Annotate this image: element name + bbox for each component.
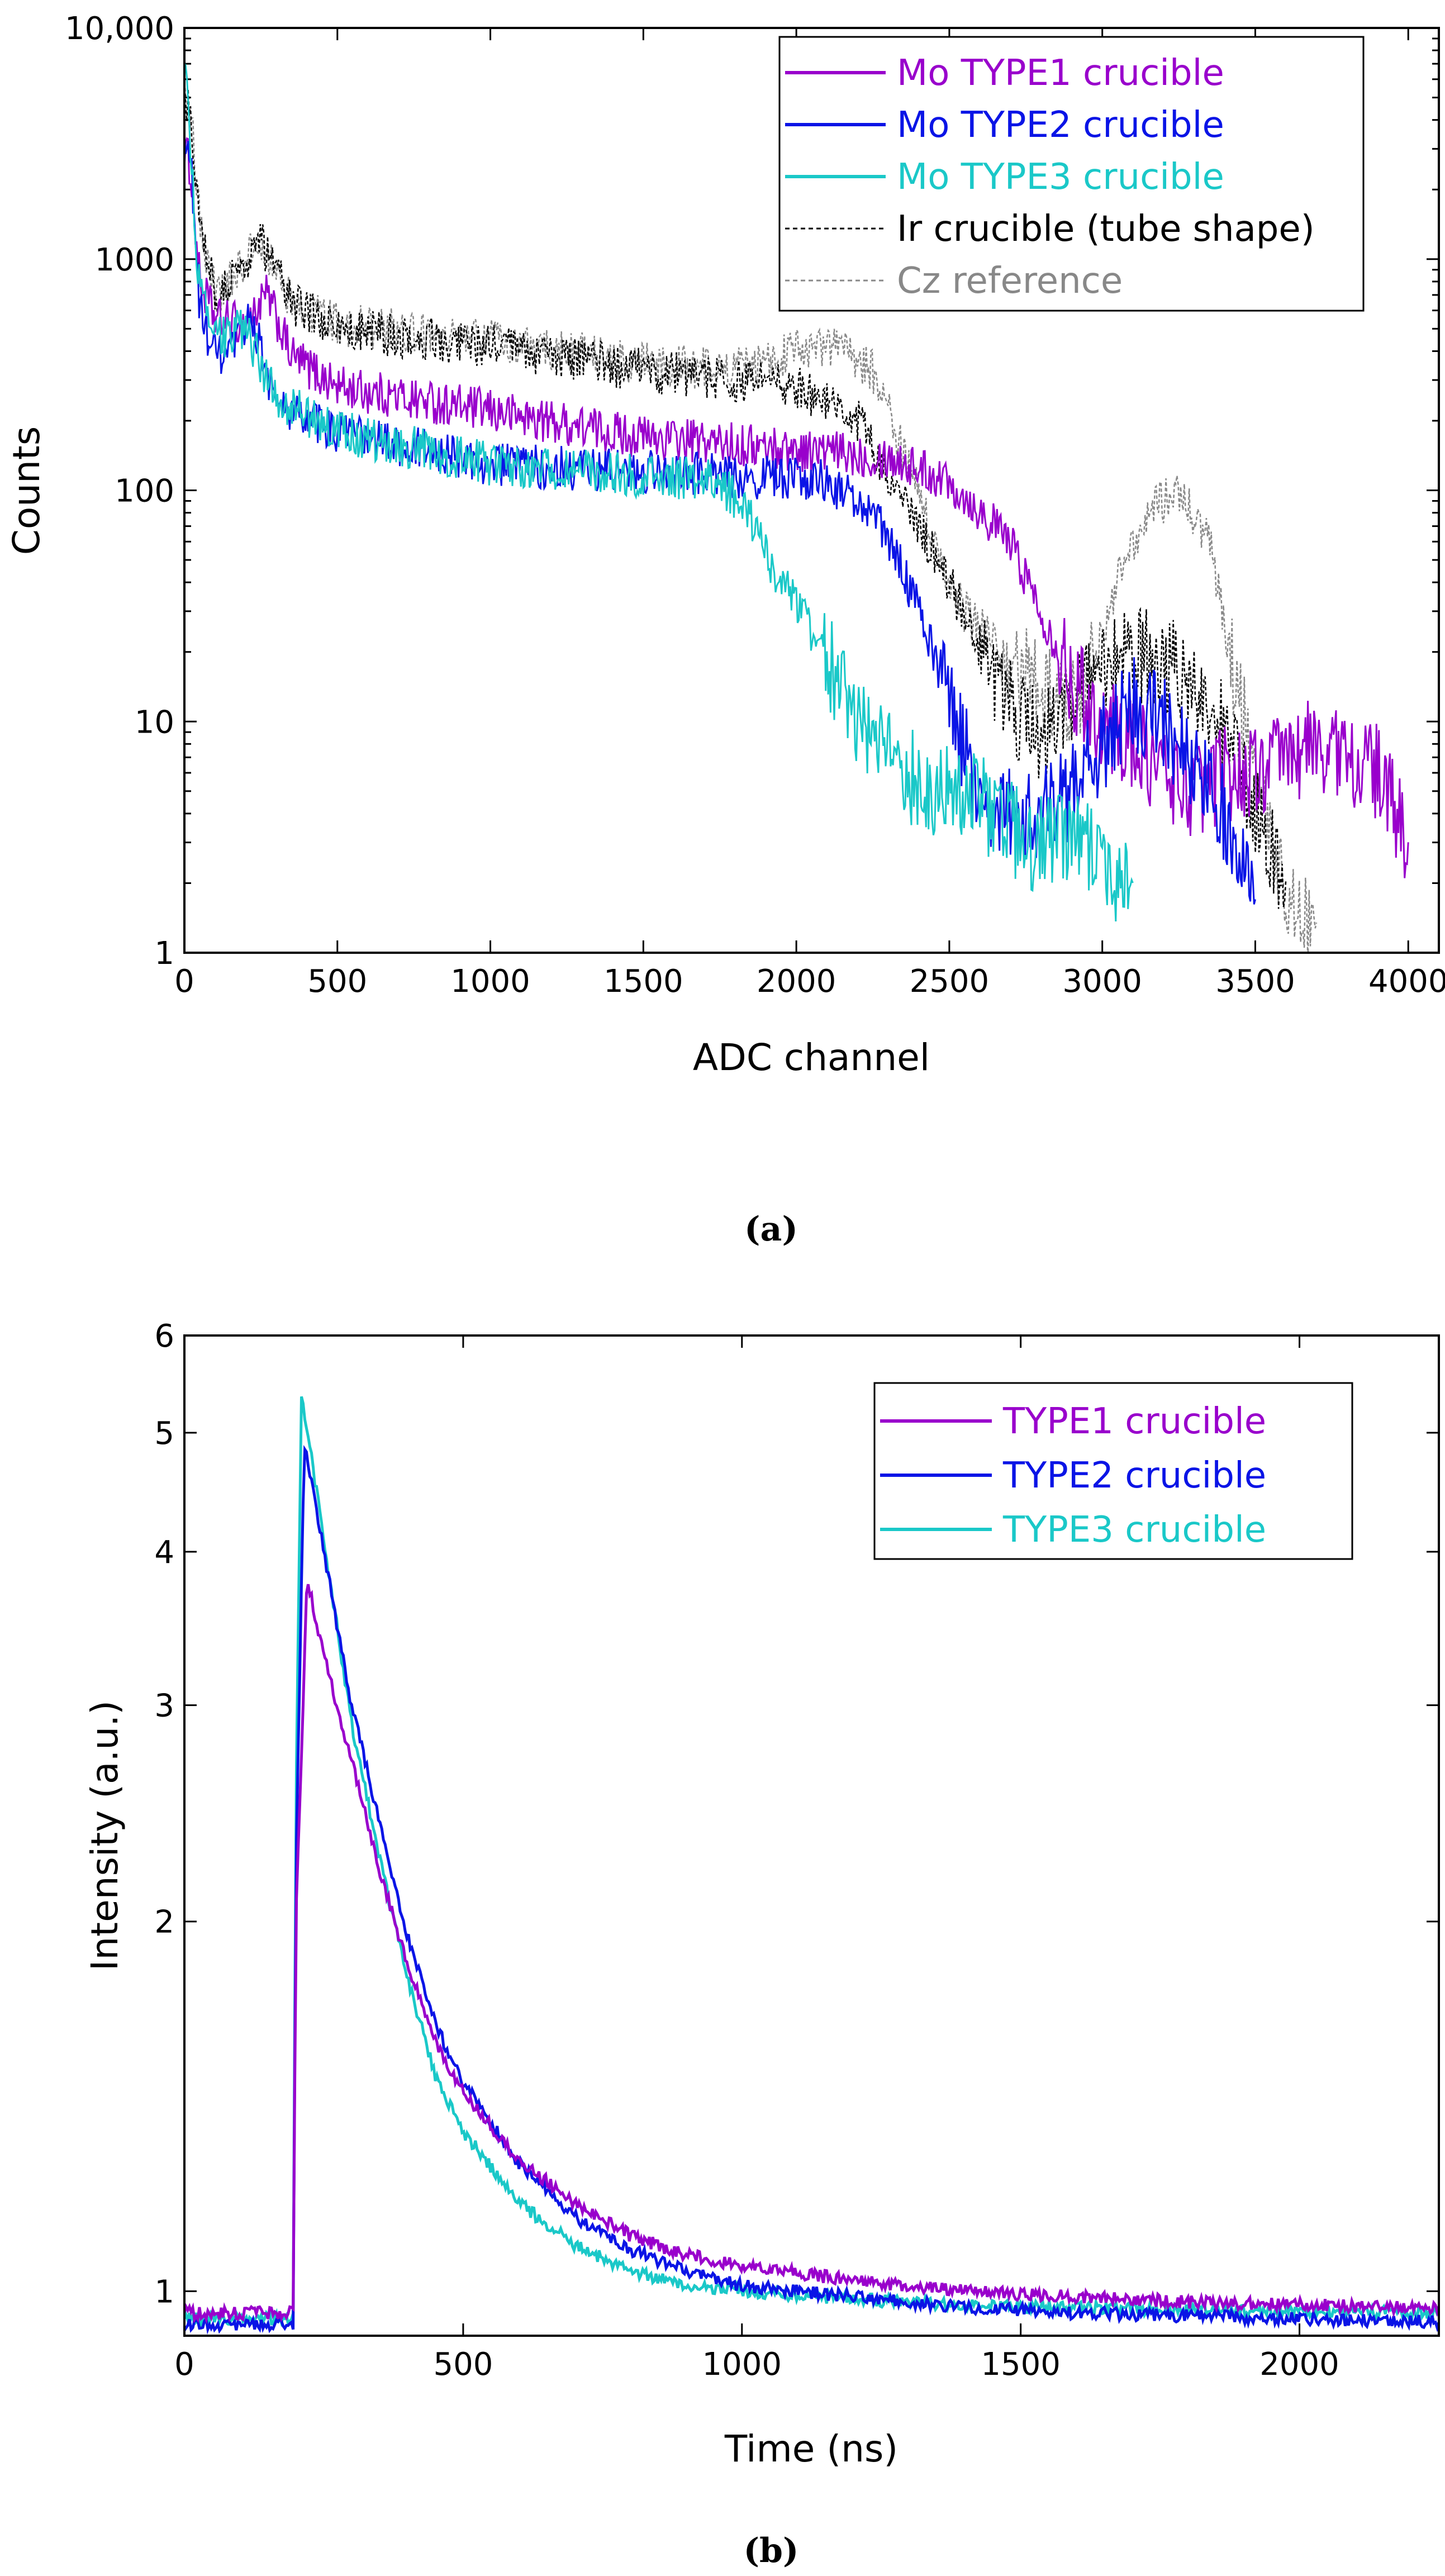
chart-b-frame	[183, 1334, 1440, 2337]
x-tick-label: 3500	[1215, 963, 1295, 1000]
y-tick-label: 100	[115, 473, 174, 510]
chart-a: 0 500 1000 1500 2000 2500 3000 3500 4000 1 10 100 10…	[5, 11, 1445, 1249]
legend-b-label-type3: TYPE3 crucible	[1002, 1509, 1266, 1551]
x-tick-label: 0	[174, 963, 194, 1000]
legend-a-label-type2: Mo TYPE2 crucible	[897, 104, 1224, 146]
series-line-a-3	[184, 77, 1287, 909]
chart-b-y-title: Intensity (a.u.)	[83, 1700, 126, 1971]
chart-a-legend-box	[778, 36, 1365, 312]
chart-a-y-title: Counts	[5, 426, 48, 555]
x-tick-label: 2000	[1259, 2346, 1339, 2383]
series-line-b-0	[184, 1584, 1439, 2325]
chart-b-x-title: Time (ns)	[724, 2427, 898, 2470]
x-tick-label: 1500	[603, 963, 683, 1000]
y-tick-label: 10	[135, 704, 174, 740]
x-tick-label: 3000	[1062, 963, 1142, 1000]
series-line-a-4	[184, 94, 1318, 953]
legend-a-label-cz: Cz reference	[897, 260, 1123, 302]
x-tick-label: 0	[174, 2346, 194, 2383]
chart-a-series	[184, 62, 1409, 953]
legend-b-label-type2: TYPE2 crucible	[1002, 1455, 1266, 1496]
chart-a-legend: Mo TYPE1 crucible Mo TYPE2 crucible Mo T…	[778, 36, 1365, 312]
chart-a-frame	[183, 27, 1440, 954]
y-tick-label: 10,000	[65, 11, 174, 47]
y-tick-label: 2	[154, 1904, 174, 1941]
chart-b-series	[184, 1396, 1439, 2335]
chart-b-legend: TYPE1 crucible TYPE2 crucible TYPE3 cruc…	[873, 1382, 1353, 1560]
y-tick-label: 6	[154, 1318, 174, 1354]
legend-a-label-ir: Ir crucible (tube shape)	[897, 208, 1315, 250]
chart-b-caption: (b)	[744, 2531, 799, 2570]
chart-a-x-title: ADC channel	[693, 1036, 930, 1079]
x-tick-label: 1500	[981, 2346, 1061, 2383]
x-tick-label: 2500	[910, 963, 990, 1000]
x-tick-label: 1000	[450, 963, 530, 1000]
y-tick-label: 1	[154, 2274, 174, 2310]
series-line-b-1	[184, 1444, 1439, 2335]
legend-b-label-type1: TYPE1 crucible	[1002, 1401, 1266, 1442]
chart-a-ticks: 0 500 1000 1500 2000 2500 3000 3500 4000 1 10 100 10…	[65, 11, 1445, 1000]
legend-a-label-type3: Mo TYPE3 crucible	[897, 156, 1224, 198]
x-tick-label: 4000	[1368, 963, 1445, 1000]
x-tick-label: 500	[433, 2346, 493, 2383]
series-line-a-2	[184, 62, 1134, 922]
x-tick-label: 2000	[757, 963, 836, 1000]
y-tick-label: 5	[154, 1415, 174, 1452]
x-tick-label: 500	[307, 963, 367, 1000]
y-tick-label: 1000	[94, 242, 174, 278]
chart-a-caption: (a)	[744, 1210, 798, 1249]
y-tick-label: 3	[154, 1688, 174, 1724]
y-tick-label: 4	[154, 1534, 174, 1571]
chart-b: 0 500 1000 1500 2000 1 2 3 4 5 6 Time (ns) Intensi…	[83, 1318, 1440, 2570]
x-tick-label: 1000	[702, 2346, 782, 2383]
legend-a-label-type1: Mo TYPE1 crucible	[897, 53, 1224, 94]
y-tick-label: 1	[154, 935, 174, 972]
